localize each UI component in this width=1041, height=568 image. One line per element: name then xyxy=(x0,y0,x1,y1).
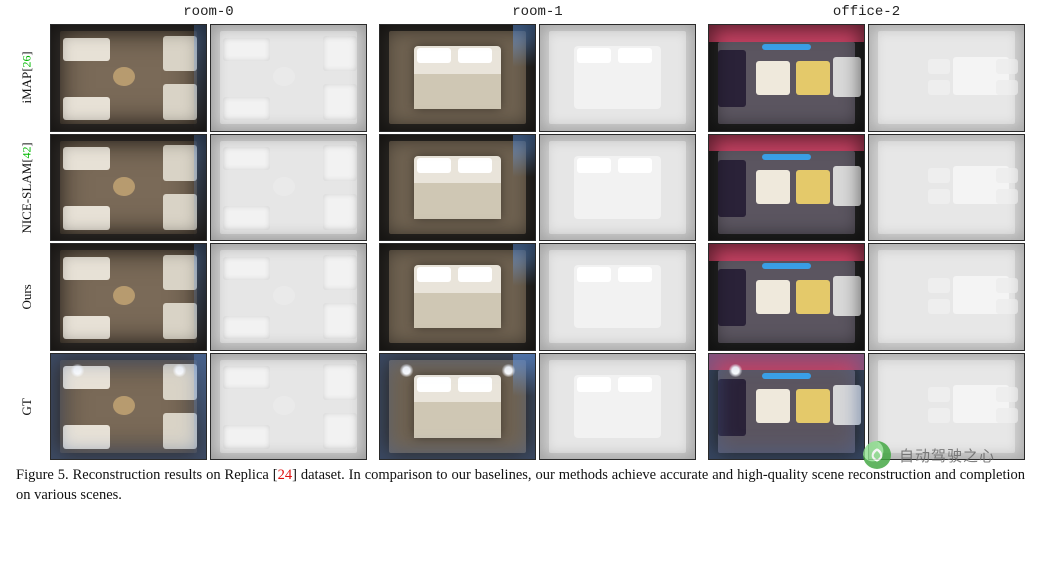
figure-container: room-0 room-1 office-2 iMAP [26] NICE-SL… xyxy=(16,4,1025,505)
cell-ours-office2 xyxy=(708,243,1025,351)
thumb-geometry xyxy=(539,243,696,351)
row-label-imap: iMAP [26] xyxy=(16,24,38,132)
col-header-office2: office-2 xyxy=(708,4,1025,22)
thumb-geometry xyxy=(210,24,367,132)
cell-ours-room0 xyxy=(50,243,367,351)
thumb-textured xyxy=(50,353,207,461)
thumb-geometry xyxy=(539,24,696,132)
row-cite: [26] xyxy=(20,52,35,72)
cell-gt-room1 xyxy=(379,353,696,461)
thumb-textured xyxy=(379,24,536,132)
col-header-room0: room-0 xyxy=(50,4,367,22)
figure-number: Figure 5. xyxy=(16,467,69,483)
row-cite: [42] xyxy=(20,142,35,162)
row-label-gt: GT xyxy=(16,353,38,461)
cell-niceslam-room1 xyxy=(379,134,696,242)
row-label-niceslam: NICE-SLAM [42] xyxy=(16,134,38,242)
thumb-geometry xyxy=(539,353,696,461)
thumb-textured xyxy=(708,353,865,461)
thumb-geometry xyxy=(210,353,367,461)
row-label-text: GT xyxy=(19,398,35,415)
row-label-text: Ours xyxy=(19,284,35,309)
cite-link[interactable]: 42 xyxy=(20,146,34,158)
thumb-geometry xyxy=(868,353,1025,461)
cell-gt-office2 xyxy=(708,353,1025,461)
grid-corner xyxy=(16,4,38,22)
caption-part1: Reconstruction results on Replica [ xyxy=(73,467,278,483)
thumb-textured xyxy=(50,134,207,242)
cell-imap-room0 xyxy=(50,24,367,132)
thumb-geometry xyxy=(539,134,696,242)
thumb-textured xyxy=(379,134,536,242)
figure-caption: Figure 5. Reconstruction results on Repl… xyxy=(16,466,1025,505)
cell-niceslam-office2 xyxy=(708,134,1025,242)
thumb-textured xyxy=(708,134,865,242)
row-label-ours: Ours xyxy=(16,243,38,351)
results-grid: room-0 room-1 office-2 iMAP [26] NICE-SL… xyxy=(16,4,1025,460)
caption-cite-link[interactable]: 24 xyxy=(278,467,293,483)
cell-imap-room1 xyxy=(379,24,696,132)
cite-link[interactable]: 26 xyxy=(20,56,34,68)
cell-imap-office2 xyxy=(708,24,1025,132)
cell-gt-room0 xyxy=(50,353,367,461)
row-label-text: iMAP xyxy=(19,72,35,104)
cell-niceslam-room0 xyxy=(50,134,367,242)
thumb-textured xyxy=(379,243,536,351)
cell-ours-room1 xyxy=(379,243,696,351)
thumb-textured xyxy=(708,24,865,132)
row-label-text: NICE-SLAM xyxy=(19,162,35,233)
thumb-textured xyxy=(708,243,865,351)
figure-5: room-0 room-1 office-2 iMAP [26] NICE-SL… xyxy=(16,4,1025,505)
thumb-textured xyxy=(50,243,207,351)
thumb-geometry xyxy=(210,134,367,242)
thumb-geometry xyxy=(210,243,367,351)
thumb-textured xyxy=(379,353,536,461)
thumb-geometry xyxy=(868,24,1025,132)
thumb-geometry xyxy=(868,243,1025,351)
col-header-room1: room-1 xyxy=(379,4,696,22)
thumb-textured xyxy=(50,24,207,132)
thumb-geometry xyxy=(868,134,1025,242)
